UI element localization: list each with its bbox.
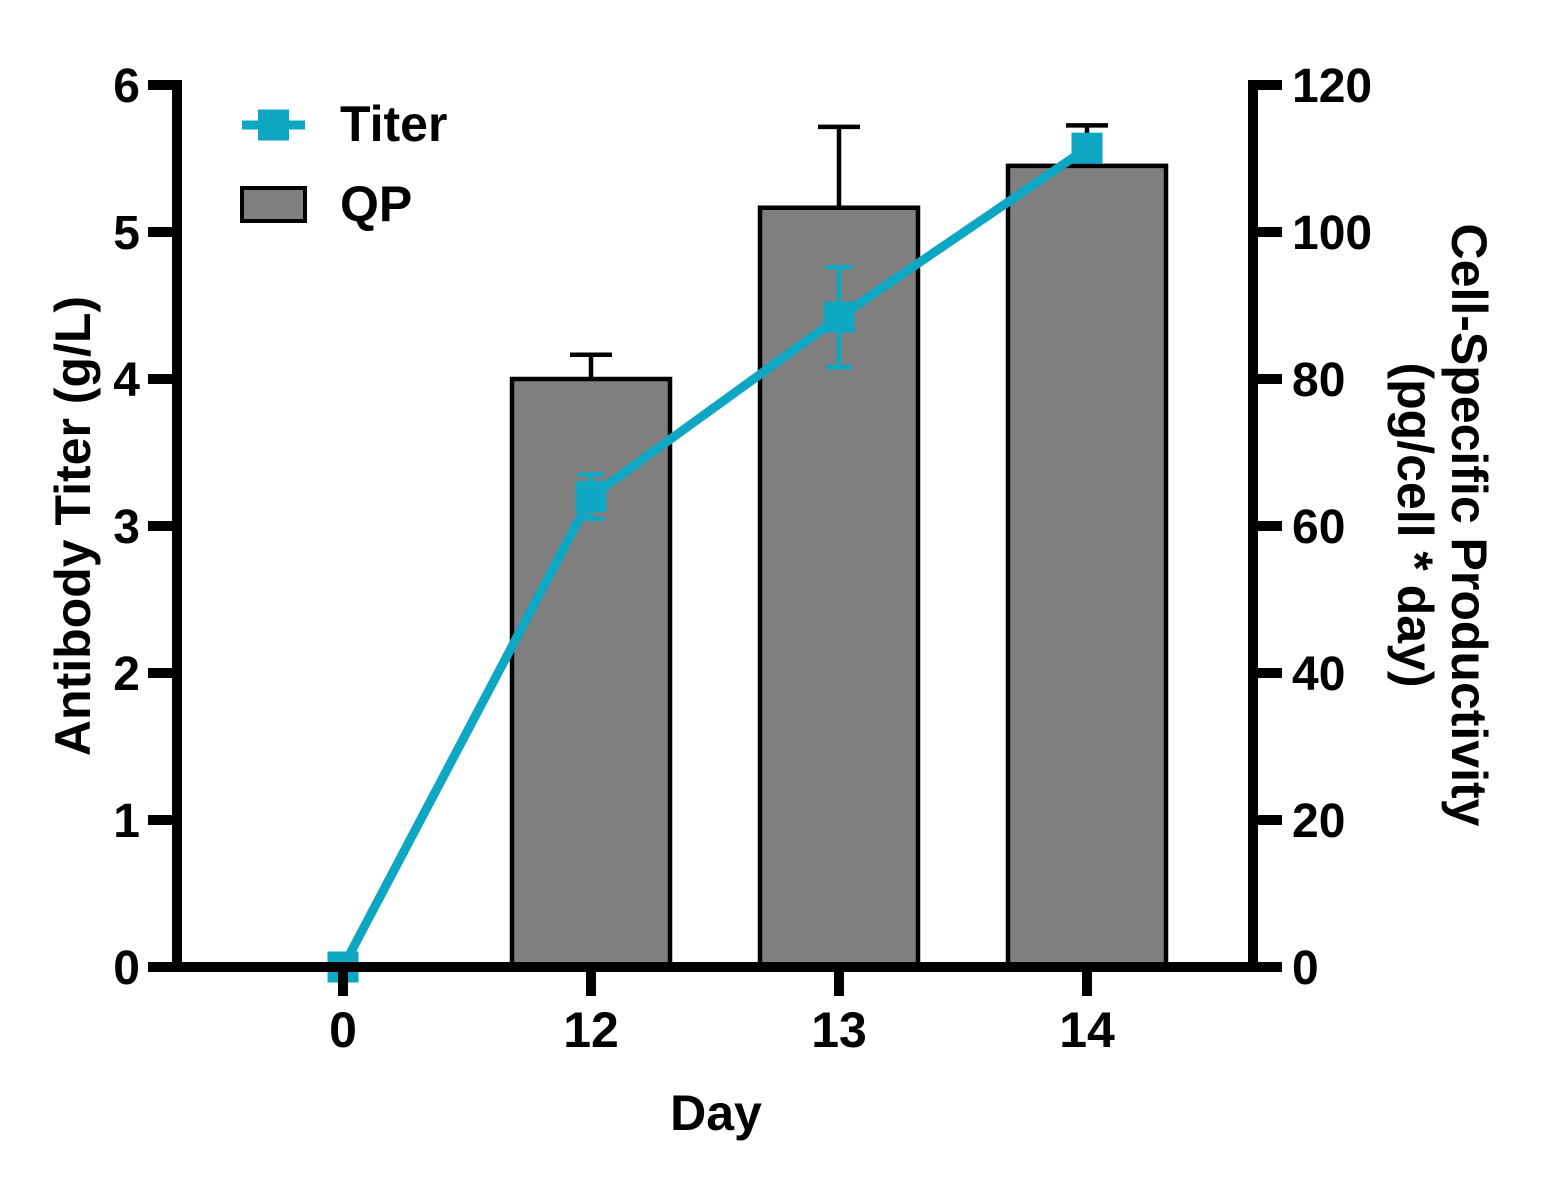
x-tick-label-12: 12 <box>563 1002 619 1058</box>
x-tick-label-14: 14 <box>1059 1002 1115 1058</box>
titer-markers-group <box>327 132 1103 983</box>
legend-qp-label: QP <box>340 176 412 232</box>
titer-marker-day-13 <box>823 301 855 333</box>
right-axis-title-line1: Cell-Specific Productivity <box>1441 224 1497 827</box>
titer-line <box>339 144 1090 970</box>
left-tick-label-3: 3 <box>113 501 140 554</box>
left-tick-label-6: 6 <box>113 60 140 113</box>
right-tick-label-80: 80 <box>1292 354 1345 407</box>
titer-marker-day-12 <box>575 481 607 513</box>
right-tick-label-20: 20 <box>1292 795 1345 848</box>
legend-titer-marker-icon <box>258 109 289 141</box>
qp-bar-day-14 <box>1005 163 1169 970</box>
legend-titer-label: Titer <box>340 96 447 152</box>
right-tick-label-120: 120 <box>1292 60 1372 113</box>
left-tick-label-1: 1 <box>113 795 140 848</box>
left-tick-label-2: 2 <box>113 648 140 701</box>
titer-line-group <box>339 144 1090 970</box>
legend-qp-swatch-icon <box>240 186 307 223</box>
legend: Titer QP <box>240 96 447 232</box>
right-tick-label-0: 0 <box>1292 942 1319 995</box>
right-tick-label-40: 40 <box>1292 648 1345 701</box>
right-axis-title-line2: (pg/cell * day) <box>1387 362 1443 687</box>
axes-group <box>148 80 1282 996</box>
left-tick-label-0: 0 <box>113 942 140 995</box>
left-axis-title: Antibody Titer (g/L) <box>45 296 101 756</box>
right-tick-label-100: 100 <box>1292 207 1372 260</box>
left-tick-label-4: 4 <box>113 354 140 407</box>
titer-marker-day-14 <box>1071 132 1103 164</box>
titer-error-bars-group <box>578 265 852 521</box>
right-tick-label-60: 60 <box>1292 501 1345 554</box>
x-axis-title: Day <box>670 1085 762 1141</box>
x-tick-label-13: 13 <box>811 1002 867 1058</box>
left-tick-label-5: 5 <box>113 207 140 260</box>
qp-bar-day-12 <box>509 376 673 970</box>
x-tick-label-0: 0 <box>329 1002 357 1058</box>
